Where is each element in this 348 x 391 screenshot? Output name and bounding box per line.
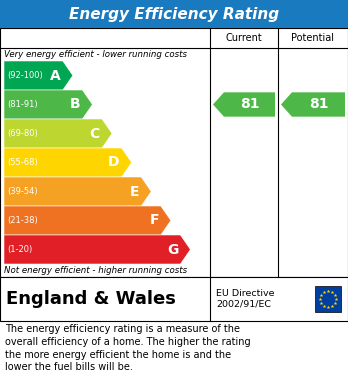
Text: England & Wales: England & Wales (6, 290, 176, 308)
Bar (0, 277, 348, 321)
Text: A: A (50, 68, 61, 83)
Text: Not energy efficient - higher running costs: Not energy efficient - higher running co… (4, 266, 187, 275)
Polygon shape (4, 61, 73, 90)
Text: Very energy efficient - lower running costs: Very energy efficient - lower running co… (4, 50, 187, 59)
Text: C: C (90, 127, 100, 140)
Text: EU Directive: EU Directive (216, 289, 275, 298)
Polygon shape (4, 235, 190, 264)
Polygon shape (4, 148, 132, 177)
Text: (39-54): (39-54) (7, 187, 38, 196)
Bar (0, 0, 348, 28)
Text: Energy Efficiency Rating: Energy Efficiency Rating (69, 7, 279, 22)
Polygon shape (281, 92, 345, 117)
Text: (55-68): (55-68) (7, 158, 38, 167)
Text: (1-20): (1-20) (7, 245, 32, 254)
Text: The energy efficiency rating is a measure of the
overall efficiency of a home. T: The energy efficiency rating is a measur… (5, 324, 251, 372)
Text: (21-38): (21-38) (7, 216, 38, 225)
Text: 81: 81 (240, 97, 259, 111)
Polygon shape (4, 206, 171, 235)
Polygon shape (4, 90, 93, 119)
Text: 81: 81 (309, 97, 328, 111)
Bar (315, 286, 341, 312)
Text: E: E (130, 185, 139, 199)
Text: Potential: Potential (292, 33, 334, 43)
Polygon shape (213, 92, 275, 117)
Text: F: F (149, 213, 159, 228)
Polygon shape (4, 177, 151, 206)
Bar (0, 28, 348, 277)
Text: (81-91): (81-91) (7, 100, 38, 109)
Polygon shape (4, 119, 112, 148)
Text: (69-80): (69-80) (7, 129, 38, 138)
Text: D: D (108, 156, 120, 170)
Text: 2002/91/EC: 2002/91/EC (216, 300, 271, 308)
Text: Current: Current (226, 33, 262, 43)
Text: G: G (167, 242, 179, 256)
Text: B: B (70, 97, 80, 111)
Text: (92-100): (92-100) (7, 71, 43, 80)
